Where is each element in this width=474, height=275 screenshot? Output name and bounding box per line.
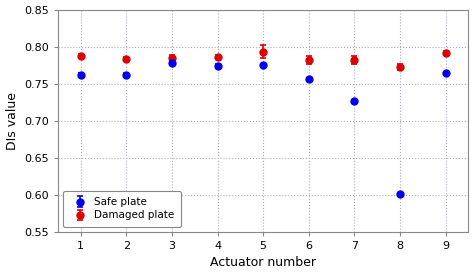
Legend: Safe plate, Damaged plate: Safe plate, Damaged plate — [63, 191, 181, 227]
X-axis label: Actuator number: Actuator number — [210, 257, 316, 269]
Y-axis label: DIs value: DIs value — [6, 92, 18, 150]
